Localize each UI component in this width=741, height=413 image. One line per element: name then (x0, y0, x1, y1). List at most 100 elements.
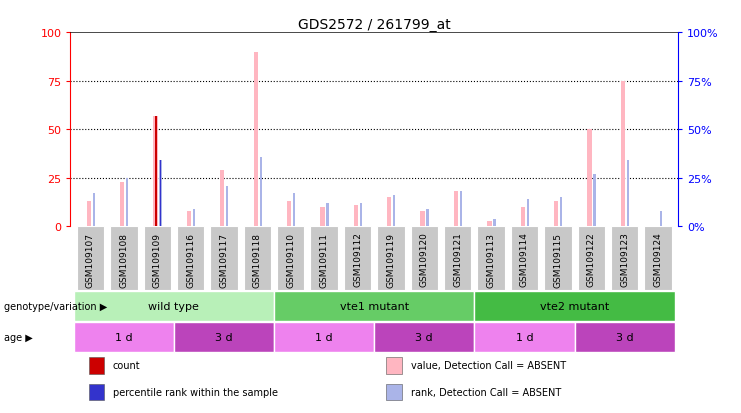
Bar (153, 116, 158, 227)
Text: GSM109113: GSM109113 (487, 232, 496, 287)
Bar (293, 194, 295, 227)
Text: GSM109124: GSM109124 (654, 232, 662, 287)
FancyBboxPatch shape (444, 227, 471, 290)
Bar (374, 322, 474, 352)
Text: wild type: wild type (148, 301, 199, 311)
Text: GSM109122: GSM109122 (587, 232, 596, 287)
FancyBboxPatch shape (310, 227, 338, 290)
Bar (155, 116, 156, 227)
Text: 1 d: 1 d (115, 332, 133, 342)
Bar (588, 130, 592, 227)
Text: vte2 mutant: vte2 mutant (540, 301, 609, 311)
Text: GSM109121: GSM109121 (453, 232, 462, 287)
Text: GSM109114: GSM109114 (520, 232, 529, 287)
Text: age ▶: age ▶ (4, 332, 33, 342)
Bar (660, 211, 662, 227)
Bar (89, 384, 104, 401)
Text: GSM109120: GSM109120 (420, 232, 429, 287)
Text: percentile rank within the sample: percentile rank within the sample (113, 387, 278, 397)
Bar (574, 322, 674, 352)
Bar (627, 161, 629, 227)
Bar (259, 157, 262, 227)
FancyBboxPatch shape (411, 227, 438, 290)
Bar (120, 182, 124, 227)
Bar (159, 161, 162, 227)
Bar (420, 211, 425, 227)
Bar (387, 198, 391, 227)
Text: 3 d: 3 d (616, 332, 634, 342)
Text: GSM109123: GSM109123 (620, 232, 629, 287)
Title: GDS2572 / 261799_at: GDS2572 / 261799_at (298, 18, 451, 32)
Bar (560, 198, 562, 227)
Bar (74, 322, 174, 352)
FancyBboxPatch shape (344, 227, 371, 290)
Text: count: count (113, 360, 141, 370)
Bar (89, 357, 104, 374)
FancyBboxPatch shape (644, 227, 671, 290)
Bar (274, 322, 374, 352)
Bar (460, 192, 462, 227)
Bar (488, 221, 491, 227)
Bar (474, 291, 674, 321)
Bar (527, 200, 529, 227)
Bar (287, 202, 291, 227)
Bar (87, 202, 91, 227)
FancyBboxPatch shape (377, 227, 405, 290)
FancyBboxPatch shape (77, 227, 104, 290)
Text: GSM109111: GSM109111 (319, 232, 328, 287)
Bar (226, 186, 228, 227)
Bar (253, 52, 258, 227)
Bar (386, 384, 402, 401)
FancyBboxPatch shape (611, 227, 638, 290)
Bar (220, 171, 225, 227)
FancyBboxPatch shape (544, 227, 571, 290)
Bar (326, 204, 328, 227)
Bar (386, 357, 402, 374)
Bar (126, 178, 128, 227)
Bar (93, 194, 95, 227)
Text: GSM109119: GSM109119 (386, 232, 396, 287)
Text: 3 d: 3 d (215, 332, 233, 342)
Text: vte1 mutant: vte1 mutant (339, 301, 409, 311)
FancyBboxPatch shape (277, 227, 305, 290)
Bar (359, 204, 362, 227)
FancyBboxPatch shape (177, 227, 205, 290)
Bar (594, 175, 596, 227)
Text: GSM109115: GSM109115 (554, 232, 562, 287)
Text: genotype/variation ▶: genotype/variation ▶ (4, 301, 107, 311)
Bar (393, 196, 396, 227)
Bar (427, 209, 429, 227)
FancyBboxPatch shape (477, 227, 505, 290)
Text: GSM109117: GSM109117 (219, 232, 228, 287)
Bar (160, 161, 162, 227)
Bar (74, 291, 274, 321)
Text: rank, Detection Call = ABSENT: rank, Detection Call = ABSENT (411, 387, 561, 397)
Text: GSM109110: GSM109110 (286, 232, 295, 287)
Text: 1 d: 1 d (516, 332, 534, 342)
Text: GSM109109: GSM109109 (153, 232, 162, 287)
Text: GSM109112: GSM109112 (353, 232, 362, 287)
FancyBboxPatch shape (244, 227, 271, 290)
Bar (320, 207, 325, 227)
Text: GSM109116: GSM109116 (186, 232, 195, 287)
Text: 1 d: 1 d (316, 332, 333, 342)
Bar (474, 322, 574, 352)
FancyBboxPatch shape (577, 227, 605, 290)
Bar (274, 291, 474, 321)
Bar (174, 322, 274, 352)
FancyBboxPatch shape (210, 227, 238, 290)
Bar (494, 219, 496, 227)
Text: GSM109107: GSM109107 (86, 232, 95, 287)
Bar (187, 211, 191, 227)
Bar (353, 206, 358, 227)
Bar (453, 192, 458, 227)
Bar (554, 202, 558, 227)
Bar (193, 209, 195, 227)
Text: 3 d: 3 d (416, 332, 433, 342)
Text: value, Detection Call = ABSENT: value, Detection Call = ABSENT (411, 360, 566, 370)
Text: GSM109108: GSM109108 (119, 232, 128, 287)
FancyBboxPatch shape (511, 227, 538, 290)
Bar (521, 207, 525, 227)
Text: GSM109118: GSM109118 (253, 232, 262, 287)
FancyBboxPatch shape (110, 227, 138, 290)
